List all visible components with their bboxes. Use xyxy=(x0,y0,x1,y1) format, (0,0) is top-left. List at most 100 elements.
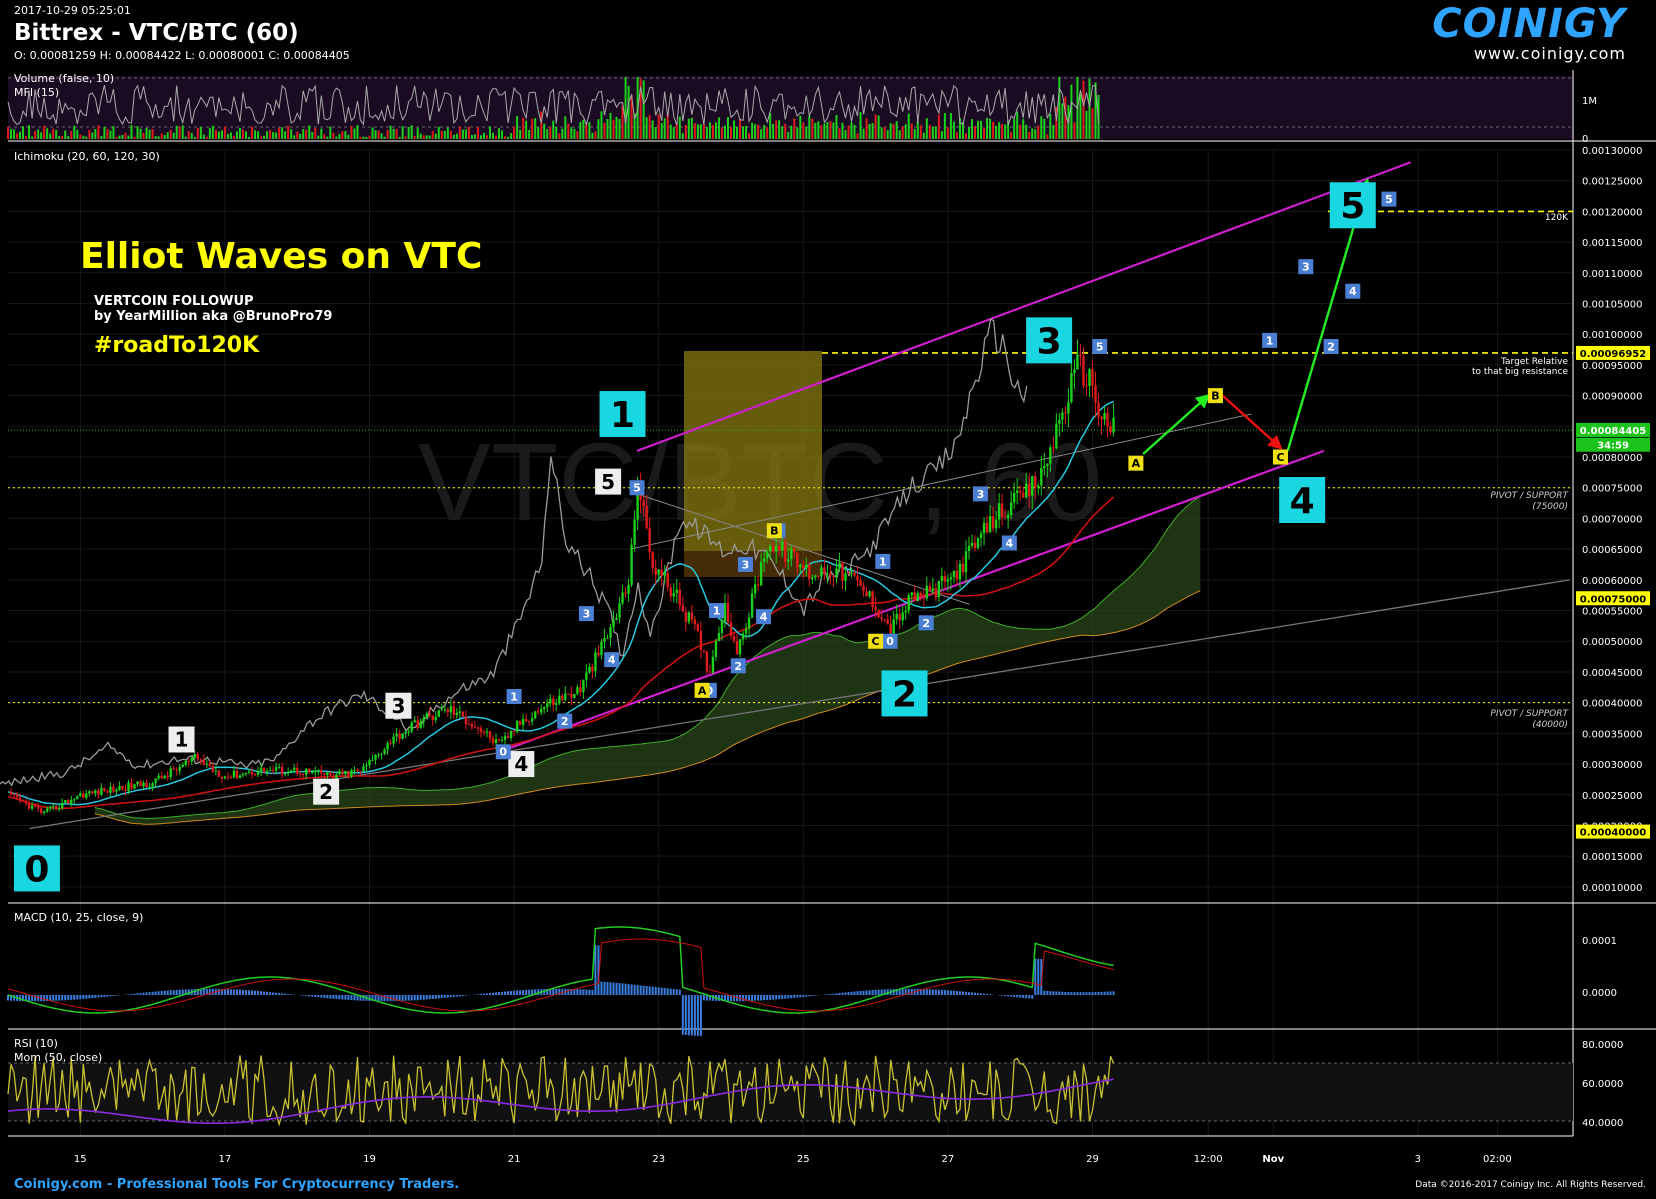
x-tick-label: 25 xyxy=(797,1154,810,1165)
candle-body xyxy=(377,754,380,756)
volume-bar xyxy=(461,129,464,139)
candle-body xyxy=(326,772,329,776)
candle-body xyxy=(937,581,941,598)
candle-body xyxy=(253,774,257,776)
macd-hist-bar xyxy=(928,989,931,995)
macd-hist-bar xyxy=(844,992,847,995)
macd-hist-bar xyxy=(208,988,211,995)
volume-bar xyxy=(470,135,473,139)
volume-bar xyxy=(678,116,681,139)
macd-hist-bar xyxy=(217,988,220,995)
volume-bar xyxy=(437,126,440,139)
macd-hist-bar xyxy=(802,995,805,997)
volume-bar xyxy=(19,131,22,139)
candle-body xyxy=(865,591,868,597)
macd-hist-bar xyxy=(199,988,202,995)
macd-hist-bar xyxy=(464,995,467,996)
rsi-label: RSI (10) xyxy=(14,1037,58,1050)
macd-hist-bar xyxy=(621,983,624,995)
candle-body xyxy=(645,505,648,529)
volume-bar xyxy=(329,126,332,139)
macd-hist-bar xyxy=(169,990,172,995)
candle-body xyxy=(464,716,468,724)
candle-body xyxy=(651,552,654,569)
macd-hist-bar xyxy=(609,982,612,995)
macd-hist-bar xyxy=(986,994,989,995)
macd-hist-bar xyxy=(404,995,407,1001)
macd-hist-bar xyxy=(549,988,552,995)
macd-hist-bar xyxy=(482,993,485,995)
volume-bar xyxy=(630,94,633,139)
macd-hist-bar xyxy=(874,989,877,995)
candle-body xyxy=(503,736,507,740)
macd-hist-bar xyxy=(172,990,175,995)
volume-bar xyxy=(579,121,582,139)
volume-bar xyxy=(362,136,365,139)
macd-hist-bar xyxy=(241,989,244,995)
candle-body xyxy=(1040,468,1043,486)
macd-hist-bar xyxy=(660,987,663,995)
coinigy-logo[interactable]: COINIGY www.coinigy.com xyxy=(1432,2,1626,62)
volume-bar xyxy=(844,130,847,139)
candle-body xyxy=(265,770,269,773)
macd-hist-bar xyxy=(495,992,498,995)
macd-hist-bar xyxy=(22,995,25,1002)
volume-bar xyxy=(666,113,669,139)
candle-body xyxy=(473,727,477,729)
candle-body xyxy=(1106,413,1109,427)
macd-hist-bar xyxy=(10,995,13,1001)
candle-body xyxy=(443,709,447,711)
vol-tick-0: 0 xyxy=(1582,134,1588,145)
macd-hist-bar xyxy=(555,988,558,995)
timestamp: 2017-10-29 05:25:01 xyxy=(14,4,131,17)
volume-bar xyxy=(931,126,934,139)
volume-bar xyxy=(723,125,726,139)
volume-bar xyxy=(338,133,341,139)
macd-hist-bar xyxy=(335,995,338,1000)
candle-body xyxy=(491,738,495,743)
volume-bar xyxy=(964,133,967,139)
wedge-lower-line xyxy=(636,493,970,605)
candle-body xyxy=(374,754,377,760)
price-tag-box xyxy=(1576,437,1650,452)
macd-hist-bar xyxy=(642,985,645,995)
candle-body xyxy=(36,806,40,809)
candle-body xyxy=(573,693,576,698)
candle-body xyxy=(320,770,323,774)
candle-body xyxy=(916,592,919,602)
macd-hist-bar xyxy=(684,995,687,1036)
volume-bar xyxy=(564,116,567,139)
candle-body xyxy=(271,769,275,771)
macd-hist-bar xyxy=(1070,992,1073,995)
volume-bar xyxy=(175,125,178,139)
macd-hist-bar xyxy=(109,995,112,997)
macd-hist-bar xyxy=(1094,992,1097,995)
channel-upper-line xyxy=(636,161,1412,452)
wave-minor-3: 3 xyxy=(742,558,750,571)
candle-body xyxy=(847,573,850,575)
candle-body xyxy=(12,793,16,795)
macd-hist-bar xyxy=(784,995,787,999)
volume-bar xyxy=(305,129,308,139)
candle-body xyxy=(58,808,61,810)
wave-intermediate-1-box xyxy=(168,726,195,753)
candle-body xyxy=(175,769,178,771)
volume-bar xyxy=(58,136,61,139)
volume-bar xyxy=(254,130,257,139)
candle-body xyxy=(666,572,669,588)
candle-body xyxy=(952,570,956,578)
volume-bar xyxy=(627,85,630,139)
volume-bar xyxy=(380,133,383,139)
wave-corrective-A-box xyxy=(1128,455,1144,471)
volume-bar xyxy=(573,128,576,139)
volume-bar xyxy=(455,133,458,139)
candle-body xyxy=(699,630,703,651)
macd-hist-bar xyxy=(940,989,943,995)
momentum-line xyxy=(7,1078,1114,1124)
volume-bar xyxy=(675,123,678,139)
macd-hist-bar xyxy=(205,988,208,995)
candle-body xyxy=(657,569,660,575)
candle-body xyxy=(383,749,386,754)
candle-body xyxy=(1085,385,1088,387)
mfi-label: MFI (15) xyxy=(14,86,59,99)
